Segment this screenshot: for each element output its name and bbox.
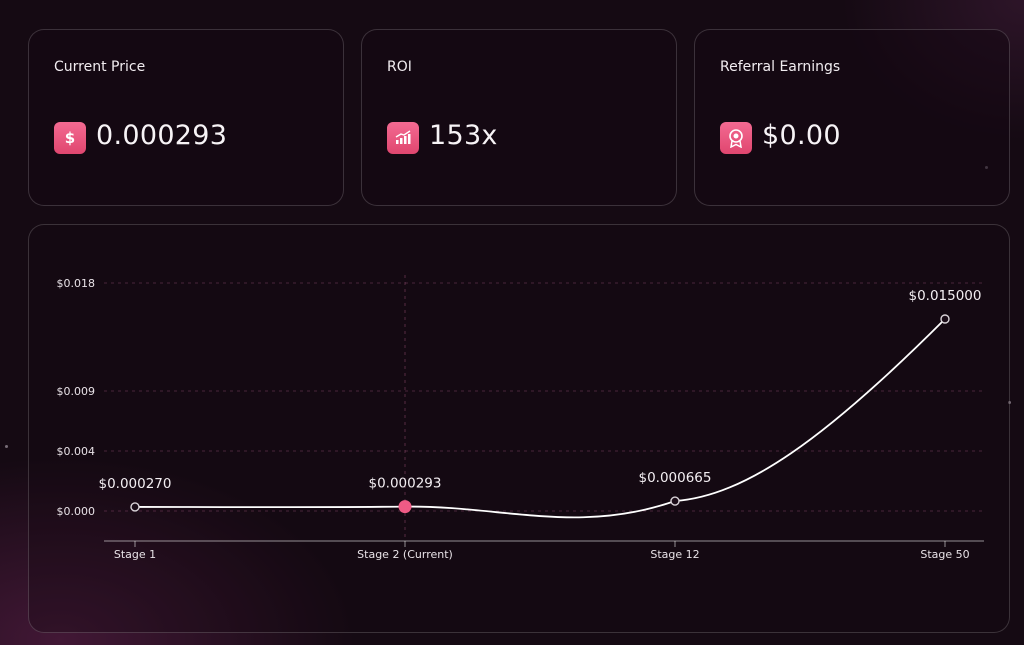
current-price-value: 0.000293 bbox=[96, 120, 228, 151]
y-tick-label: $0.004 bbox=[57, 445, 96, 458]
current-price-label: Current Price bbox=[54, 59, 146, 75]
badge-icon bbox=[720, 122, 752, 154]
particle-dot bbox=[1008, 401, 1011, 404]
price-chart: $0.018 $0.009 $0.004 $0.000 Stage 1 Stage 2 (… bbox=[57, 275, 984, 561]
data-point bbox=[940, 314, 950, 324]
x-tick-label: Stage 2 (Current) bbox=[357, 548, 453, 561]
referral-earnings-label: Referral Earnings bbox=[720, 59, 841, 75]
data-label: $0.000293 bbox=[368, 476, 441, 492]
x-tick-label: Stage 50 bbox=[920, 548, 969, 561]
bar-chart-icon bbox=[387, 122, 419, 154]
y-tick-label: $0.018 bbox=[57, 277, 96, 290]
x-tick-label: Stage 12 bbox=[650, 548, 699, 561]
roi-card: ROI 153x bbox=[361, 29, 677, 206]
particle-dot bbox=[5, 445, 8, 448]
price-chart-panel: $0.018 $0.009 $0.004 $0.000 Stage 1 Stage 2 (… bbox=[28, 224, 1010, 633]
data-point bbox=[670, 496, 680, 506]
roi-value: 153x bbox=[429, 120, 498, 151]
roi-label: ROI bbox=[387, 59, 412, 75]
y-tick-label: $0.009 bbox=[57, 385, 96, 398]
y-tick-label: $0.000 bbox=[57, 505, 96, 518]
data-label: $0.000270 bbox=[98, 476, 171, 492]
referral-earnings-card: Referral Earnings $0.00 bbox=[694, 29, 1010, 206]
data-point bbox=[130, 502, 140, 512]
current-price-card: Current Price $ 0.000293 bbox=[28, 29, 344, 206]
data-label: $0.015000 bbox=[908, 288, 981, 304]
x-tick-label: Stage 1 bbox=[114, 548, 156, 561]
referral-earnings-value: $0.00 bbox=[762, 120, 841, 151]
data-label: $0.000665 bbox=[638, 470, 711, 486]
dollar-icon: $ bbox=[54, 122, 86, 154]
price-series-line bbox=[134, 318, 946, 519]
current-stage-point bbox=[398, 500, 412, 514]
